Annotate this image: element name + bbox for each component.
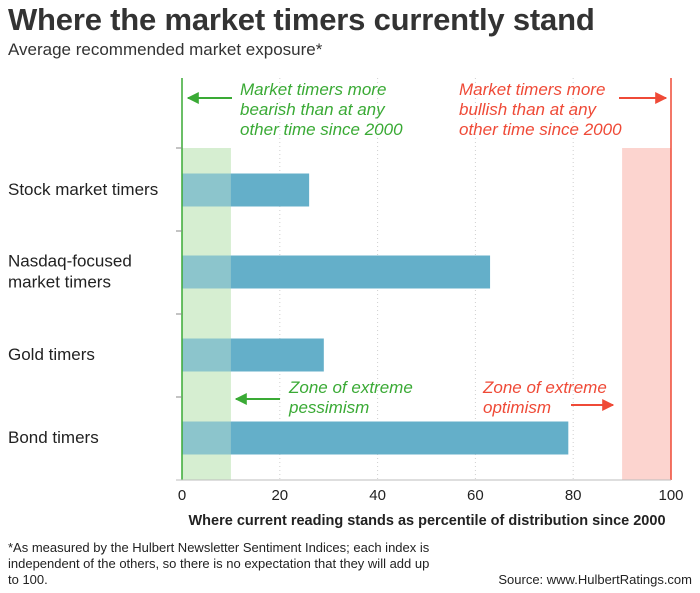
- x-tick-label: 40: [369, 487, 386, 504]
- chart-title: Where the market timers currently stand: [8, 2, 595, 37]
- bar: [182, 421, 569, 455]
- bar: [182, 255, 491, 289]
- category-label: market timers: [8, 273, 111, 292]
- bar: [182, 338, 324, 372]
- category-label: Bond timers: [8, 428, 99, 447]
- x-tick-label: 60: [467, 487, 484, 504]
- x-axis-title: Where current reading stands as percenti…: [188, 513, 665, 529]
- annotation-bullish: other time since 2000: [459, 120, 622, 139]
- zone-optimism: [622, 148, 671, 480]
- category-label: Gold timers: [8, 345, 95, 364]
- x-tick-label: 80: [565, 487, 582, 504]
- source-credit: Source: www.HulbertRatings.com: [498, 572, 692, 587]
- annotation-bearish: other time since 2000: [240, 120, 403, 139]
- x-tick-label: 0: [178, 487, 186, 504]
- annotation-optimism: Zone of extreme: [482, 378, 607, 397]
- category-label: Nasdaq-focused: [8, 252, 132, 271]
- annotation-pessimism: pessimism: [288, 398, 369, 417]
- annotation-bearish: bearish than at any: [240, 100, 386, 119]
- bar: [182, 173, 310, 207]
- chart-subtitle: Average recommended market exposure*: [8, 40, 323, 59]
- annotation-pessimism: Zone of extreme: [288, 378, 413, 397]
- annotation-optimism: optimism: [483, 398, 551, 417]
- annotation-bullish: bullish than at any: [459, 100, 598, 119]
- footnote: *As measured by the Hulbert Newsletter S…: [8, 540, 430, 587]
- annotation-bullish: Market timers more: [459, 80, 605, 99]
- x-tick-label: 20: [271, 487, 288, 504]
- category-label: Stock market timers: [8, 180, 158, 199]
- zone-pessimism-overlay: [182, 148, 231, 480]
- annotation-bearish: Market timers more: [240, 80, 386, 99]
- x-tick-label: 100: [658, 487, 683, 504]
